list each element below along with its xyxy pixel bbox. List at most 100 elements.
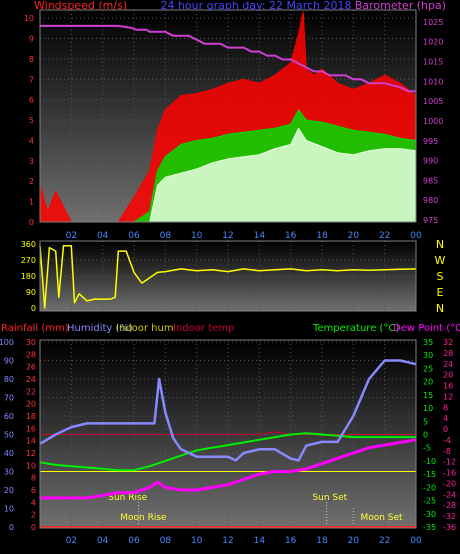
hour-tick-label: 04 xyxy=(97,231,109,241)
barometer-tick-label: 990 xyxy=(423,157,438,166)
hour-tick-label: 10 xyxy=(191,536,203,546)
temperature-tick-label: 0 xyxy=(423,431,428,440)
windspeed-tick-label: 8 xyxy=(29,55,34,64)
barometer-tick-label: 995 xyxy=(423,137,438,146)
wind-direction-line xyxy=(39,245,417,309)
windspeed-tick-label: 6 xyxy=(29,96,34,105)
windspeed-tick-label: 3 xyxy=(29,157,34,166)
compass-label: N xyxy=(436,238,444,251)
compass-label: N xyxy=(436,302,444,315)
indoor-temp-line xyxy=(40,431,416,435)
humidity-tick-label: 50 xyxy=(4,431,14,440)
hour-tick-label: 02 xyxy=(66,231,77,241)
barometer-tick-label: 1010 xyxy=(423,77,443,86)
humidity-tick-label: 20 xyxy=(4,486,14,495)
direction-tick-label: 90 xyxy=(26,288,36,297)
hour-tick-label: 18 xyxy=(316,231,328,241)
hour-tick-label: 00 xyxy=(410,231,422,241)
hour-tick-label: 20 xyxy=(348,231,360,241)
rain-tick-label: 16 xyxy=(26,424,36,433)
dew-point-tick-label: 4 xyxy=(443,414,448,423)
hour-tick-label: 10 xyxy=(191,231,203,241)
hour-tick-label: 20 xyxy=(348,536,360,546)
temperature-tick-label: -15 xyxy=(423,470,436,479)
hour-tick-label: 04 xyxy=(97,536,109,546)
dew-point-tick-label: -16 xyxy=(443,469,456,478)
humidity-tick-label: 80 xyxy=(4,375,14,384)
barometer-axis-title: Barometer (hpa) xyxy=(355,0,446,12)
barometer-tick-label: 975 xyxy=(423,216,438,225)
dew-point-tick-label: -8 xyxy=(443,447,451,456)
temperature-tick-label: 35 xyxy=(423,338,433,347)
dew-point-tick-label: -36 xyxy=(443,523,456,532)
windspeed-tick-label: 4 xyxy=(29,136,34,145)
humidity-tick-label: 70 xyxy=(4,394,14,403)
rain-tick-label: 12 xyxy=(26,449,36,458)
humidity-tick-label: 0 xyxy=(9,523,14,532)
dew-point-tick-label: 28 xyxy=(443,349,453,358)
humidity-tick-label: 30 xyxy=(4,468,14,477)
rain-tick-label: 0 xyxy=(31,523,36,532)
hour-tick-label: 06 xyxy=(128,536,140,546)
hour-tick-label: 16 xyxy=(285,536,297,546)
indoor-hum-label: Indoor hum xyxy=(116,323,174,334)
hour-tick-label: 00 xyxy=(410,536,422,546)
hour-tick-label: 14 xyxy=(254,231,266,241)
barometer-tick-label: 1025 xyxy=(423,18,443,27)
hour-tick-label: 12 xyxy=(222,231,233,241)
dew-point-tick-label: 16 xyxy=(443,382,453,391)
rain-tick-label: 8 xyxy=(31,474,36,483)
windspeed-tick-label: 9 xyxy=(29,35,34,44)
rain-tick-label: 10 xyxy=(26,461,36,470)
direction-tick-label: 360 xyxy=(21,240,36,249)
humidity-tick-label: 90 xyxy=(4,357,14,366)
temperature-tick-label: 15 xyxy=(423,391,433,400)
temperature-tick-label: 5 xyxy=(423,417,428,426)
temperature-tick-label: 25 xyxy=(423,364,433,373)
humidity-label: Humidity (%) xyxy=(67,323,133,334)
windspeed-axis-title: Windspeed (m/s) xyxy=(34,0,127,12)
barometer-tick-label: 1015 xyxy=(423,58,443,67)
rain-tick-label: 26 xyxy=(26,363,36,372)
windspeed-tick-label: 5 xyxy=(29,116,34,125)
temperature-tick-label: 10 xyxy=(423,404,433,413)
temperature-label: Temperature (°C) xyxy=(312,323,399,334)
moon-set-label: Moon Set xyxy=(360,513,403,523)
dew-point-tick-label: -24 xyxy=(443,490,456,499)
humidity-tick-label: 60 xyxy=(4,412,14,421)
rain-tick-label: 4 xyxy=(31,498,36,507)
rain-tick-label: 18 xyxy=(26,412,36,421)
temperature-tick-label: 20 xyxy=(423,378,433,387)
humidity-tick-label: 40 xyxy=(4,449,14,458)
rain-tick-label: 6 xyxy=(31,486,36,495)
barometer-tick-label: 1005 xyxy=(423,97,443,106)
hour-tick-label: 22 xyxy=(379,231,390,241)
wind-average-area xyxy=(40,128,416,222)
rain-tick-label: 20 xyxy=(26,400,36,409)
dew-point-tick-label: 12 xyxy=(443,392,453,401)
hour-tick-label: 14 xyxy=(254,536,266,546)
dew-point-tick-label: -28 xyxy=(443,501,456,510)
windspeed-tick-label: 0 xyxy=(29,218,34,227)
compass-label: W xyxy=(435,254,446,267)
windspeed-tick-label: 1 xyxy=(29,198,34,207)
dew-point-tick-label: 8 xyxy=(443,403,448,412)
rain-tick-label: 22 xyxy=(26,387,36,396)
dew-point-line xyxy=(40,438,417,500)
rain-tick-label: 30 xyxy=(26,338,36,347)
indoor-temp-label: Indoor temp xyxy=(173,323,234,334)
temperature-tick-label: -30 xyxy=(423,510,436,519)
hour-tick-label: 22 xyxy=(379,536,390,546)
hour-tick-label: 08 xyxy=(160,231,172,241)
rainfall-label: Rainfall (mm) xyxy=(1,323,69,334)
direction-tick-label: 0 xyxy=(31,304,36,313)
dew-point-tick-label: -12 xyxy=(443,458,456,467)
wind-speed-line xyxy=(40,109,417,223)
barometer-tick-label: 1000 xyxy=(423,117,443,126)
humidity-tick-label: 10 xyxy=(4,505,14,514)
temperature-tick-label: -25 xyxy=(423,497,436,506)
climate-plot-frame xyxy=(39,339,417,529)
sun-set-label: Sun Set xyxy=(312,493,347,503)
direction-plot-frame xyxy=(39,240,417,312)
